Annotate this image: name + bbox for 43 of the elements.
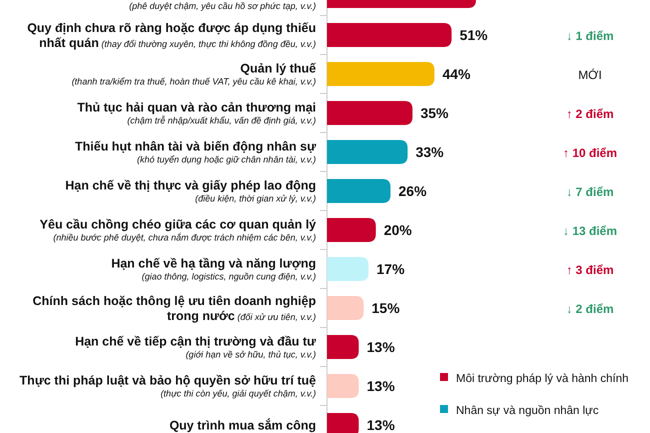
data-label: 20% bbox=[384, 222, 412, 238]
bar bbox=[327, 296, 364, 320]
data-label: 13% bbox=[366, 378, 396, 394]
text: ↑ 2 điểm bbox=[566, 107, 614, 121]
y-tick-label: (phê duyệt chậm, yêu cầu hồ sơ phức tạp, v.v.) bbox=[129, 1, 316, 11]
data-label: 51% bbox=[460, 27, 488, 43]
bar bbox=[327, 179, 391, 203]
bar bbox=[327, 218, 376, 242]
y-tick-label: Quản lý thuế (thanh tra/kiểm tra thuế, hoàn thuế VAT, yêu cầu kê khai, v.v.) bbox=[72, 62, 316, 86]
text: ↓ 1 điểm bbox=[566, 29, 614, 43]
data-label: 15% bbox=[372, 300, 400, 316]
legend-label: Môi trường pháp lý và hành chính bbox=[456, 373, 629, 385]
y-tick-label: Hạn chế về tiếp cận thị trường và đầu tư (giới hạn về sở hữu, thủ tục, v.v.) bbox=[75, 334, 317, 360]
text: ↓ 7 điểm bbox=[566, 185, 614, 199]
data-label: 13% bbox=[366, 339, 396, 355]
bar bbox=[327, 62, 434, 86]
bar bbox=[327, 101, 412, 125]
bar bbox=[327, 23, 452, 47]
text: MỚI bbox=[578, 68, 602, 82]
text: ↑ 3 điểm bbox=[566, 263, 614, 277]
y-tick-label: Yêu cầu chồng chéo giữa các cơ quan quản lý (nhiều bước phê duyệt, chưa nắm được trách nhiệm các bên, v.v.) bbox=[40, 218, 316, 242]
text: ↓ 2 điểm bbox=[566, 302, 614, 316]
legend-label: Nhân sự và nguồn nhân lực bbox=[456, 405, 599, 417]
text: ↓ 13 điểm bbox=[562, 224, 618, 238]
y-tick-label: Hạn chế về hạ tầng và năng lượng (giao thông, logistics, nguồn cung điện, v.v.) bbox=[111, 256, 316, 282]
y-tick-label: Thủ tục hải quan và rào cản thương mại (chậm trễ nhập/xuất khẩu, vấn đề định giá, v.v.) bbox=[77, 100, 316, 126]
data-label: 33% bbox=[416, 144, 444, 160]
data-label: 13% bbox=[366, 417, 396, 433]
bar bbox=[327, 335, 359, 359]
y-tick-label: Quy định chưa rõ ràng hoặc được áp dụng thiếu nhất quán (thay đổi thường xuyên, thực thi không đồng đều, v.v.) bbox=[27, 21, 316, 50]
data-label: 44% bbox=[442, 66, 472, 82]
bar bbox=[327, 374, 359, 398]
y-tick-label: Quy trình mua sắm công bbox=[169, 418, 316, 432]
y-tick-label: Chính sách hoặc thông lệ ưu tiên doanh nghiệp trong nước (đối xử ưu tiên, v.v.) bbox=[32, 294, 316, 323]
bar bbox=[327, 257, 369, 281]
data-label: 35% bbox=[420, 105, 450, 121]
text: ↑ 10 điểm bbox=[562, 146, 618, 160]
data-label: 26% bbox=[398, 183, 428, 199]
y-tick-label: Thực thi pháp luật và bảo hộ quyền sở hữu trí tuệ (thực thi còn yếu, giải quyết chậm, v.v.) bbox=[20, 374, 316, 398]
y-tick-label: Hạn chế về thị thực và giấy phép lao động (điều kiện, thời gian xử lý, v.v.) bbox=[65, 178, 316, 204]
bar bbox=[327, 140, 408, 164]
y-tick-label: Thiếu hụt nhân tài và biến động nhân sự (khó tuyển dụng hoặc giữ chân nhân tài, v.v.) bbox=[75, 140, 317, 164]
data-label: 17% bbox=[376, 261, 406, 277]
